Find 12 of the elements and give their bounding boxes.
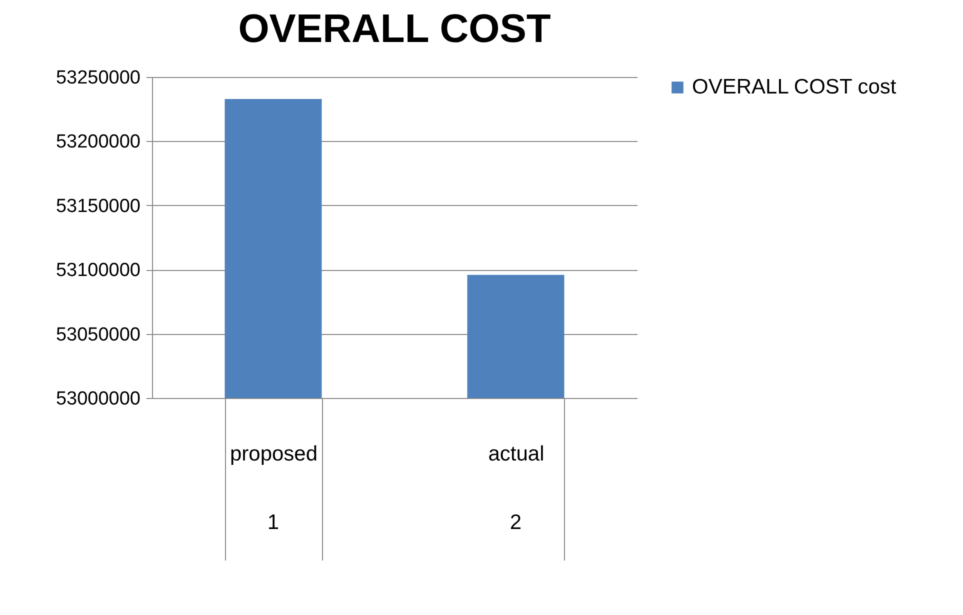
x-tick-label: actual (488, 442, 544, 466)
text: 1 (267, 511, 280, 534)
y-tick-label: 53050000 (56, 324, 140, 346)
y-tick-label: 53200000 (56, 132, 140, 153)
x-tick-label: proposed (230, 442, 318, 466)
chart-title: OVERALL COST (238, 7, 551, 51)
y-tick-label: 53150000 (56, 196, 140, 217)
legend-label: OVERALL COST cost (692, 76, 896, 98)
y-tick-label: 53100000 (56, 260, 140, 282)
y-tick-label: 53250000 (56, 68, 140, 88)
y-tick-label: 53000000 (56, 388, 140, 410)
text: 2 (510, 511, 522, 534)
